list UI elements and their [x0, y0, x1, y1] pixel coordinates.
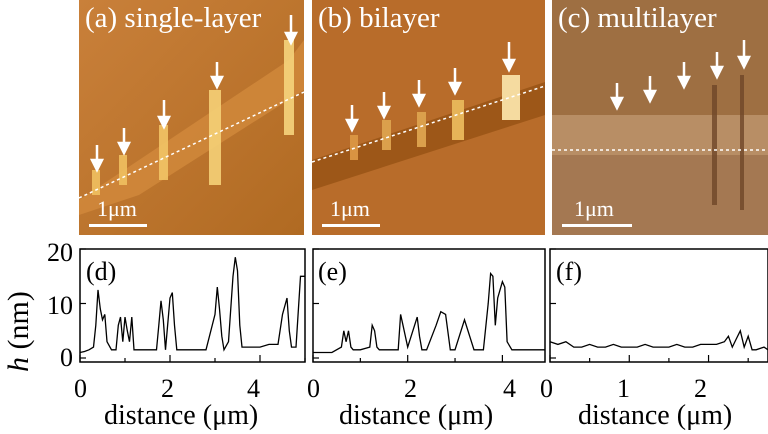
plot-frame-e [312, 248, 546, 363]
plot-label-d: (d) [86, 257, 117, 286]
scale-text-b: 1μm [330, 196, 370, 221]
scale-bar-b [322, 224, 380, 227]
x-tick-f-0: 0 [540, 374, 553, 403]
x-tick-d-4: 4 [247, 374, 260, 403]
x-axis-label-f: distance (μm) [578, 400, 733, 431]
scale-text-a: 1μm [97, 196, 137, 221]
x-tick-d-2: 2 [161, 374, 174, 403]
afm-image-bilayer: (b) bilayer 1μm [312, 0, 545, 235]
x-tick-e-2: 2 [404, 374, 417, 403]
y-tick-10: 10 [47, 291, 73, 320]
x-tick-e-4: 4 [503, 374, 516, 403]
height-profile-line-f [549, 328, 768, 351]
panel-label-c: (c) multilayer [558, 2, 717, 34]
x-tick-d-0: 0 [74, 374, 87, 403]
scale-text-c: 1μm [574, 196, 614, 221]
scale-bar-a [89, 224, 147, 227]
plot-frame-f [549, 248, 768, 363]
x-tick-e-0: 0 [307, 374, 320, 403]
height-profile-line-e [313, 271, 545, 354]
plot-label-f: (f) [556, 257, 582, 286]
panel-label-b: (b) bilayer [318, 2, 440, 34]
x-axis-label-d: distance (μm) [104, 400, 259, 431]
x-tick-f-1: 1 [617, 374, 630, 403]
height-profile-plots [79, 248, 768, 363]
y-tick-0: 0 [60, 343, 73, 372]
height-profile-line-d [79, 257, 305, 354]
panel-label-a: (a) single-layer [85, 2, 262, 34]
afm-image-a-graphic [79, 0, 304, 235]
x-tick-f-2: 2 [694, 374, 707, 403]
scale-bar-c [562, 224, 632, 227]
y-tick-20: 20 [47, 238, 73, 267]
afm-image-single-layer: (a) single-layer 1μm [79, 0, 304, 235]
afm-image-c-graphic [552, 0, 768, 235]
afm-image-b-graphic [312, 0, 545, 235]
x-axis-label-e: distance (μm) [339, 400, 494, 431]
plot-label-e: (e) [318, 257, 347, 286]
afm-image-multilayer: (c) multilayer 1μm [552, 0, 768, 235]
plot-frame-d [79, 248, 306, 363]
